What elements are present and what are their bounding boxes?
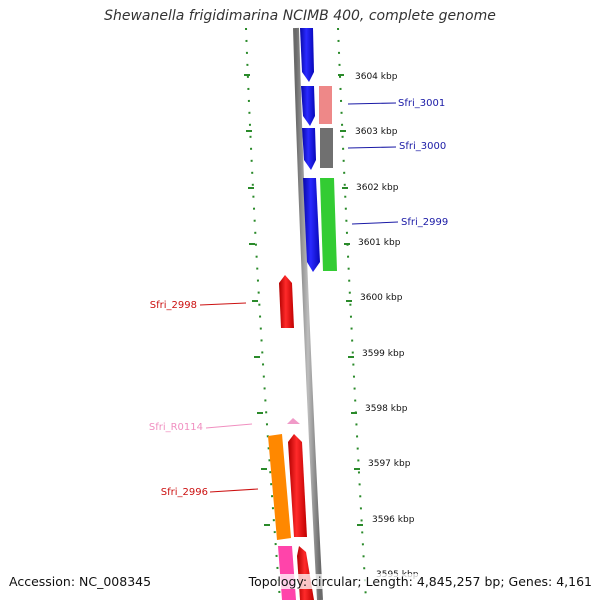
genome-title: Shewanella frigidimarina NCIMB 400, comp… <box>104 8 496 24</box>
gene-labels[interactable]: Sfri_3001 Sfri_3000 Sfri_2999 Sfri_2998 … <box>149 98 448 498</box>
gene-magenta[interactable] <box>278 546 296 600</box>
gene-blue-2[interactable] <box>301 86 315 126</box>
tick-label: 3601 kbp <box>358 238 401 248</box>
label-leader-lines <box>199 102 399 493</box>
gene-label-sfri-3000[interactable]: Sfri_3000 <box>399 141 446 152</box>
tick-label: 3603 kbp <box>355 127 398 137</box>
inner-ruler-ring <box>337 27 367 600</box>
inner-ruler-major-ticks <box>338 74 363 526</box>
reverse-strand-genes[interactable] <box>268 275 314 600</box>
gene-orange[interactable] <box>268 434 291 540</box>
tick-label: 3600 kbp <box>360 293 403 303</box>
gene-blue-3[interactable] <box>302 128 316 170</box>
gene-sfri-3000[interactable] <box>320 128 333 168</box>
tick-label: 3596 kbp <box>372 515 415 525</box>
forward-strand-genes[interactable] <box>300 28 320 272</box>
gene-label-sfri-2996[interactable]: Sfri_2996 <box>161 487 208 498</box>
tick-label: 3599 kbp <box>362 349 405 359</box>
genome-backbone <box>293 27 323 600</box>
gene-red-bottom[interactable] <box>297 546 314 600</box>
gene-sfri-2996[interactable] <box>288 434 307 537</box>
gene-label-sfri-2999[interactable]: Sfri_2999 <box>401 217 448 228</box>
gene-label-sfri-r0114[interactable]: Sfri_R0114 <box>149 422 203 433</box>
gene-blue-4[interactable] <box>303 178 320 272</box>
gene-label-sfri-2998[interactable]: Sfri_2998 <box>150 300 197 311</box>
gene-sfri-3001[interactable] <box>319 86 332 124</box>
tick-label: 3604 kbp <box>355 72 398 82</box>
gene-sfri-2998[interactable] <box>279 275 294 328</box>
inner-genes[interactable] <box>319 86 337 271</box>
gene-sfri-2999[interactable] <box>320 178 337 271</box>
accession-text: Accession: NC_008345 <box>9 574 152 589</box>
tick-label: 3597 kbp <box>368 459 411 469</box>
genome-summary-text: Topology: circular; Length: 4,845,257 bp… <box>248 574 592 589</box>
gene-label-sfri-3001[interactable]: Sfri_3001 <box>398 98 445 109</box>
gene-blue-1[interactable] <box>300 28 314 82</box>
tick-label: 3602 kbp <box>356 183 399 193</box>
tick-label: 3598 kbp <box>365 404 408 414</box>
gene-sfri-r0114[interactable] <box>287 418 300 424</box>
outer-ruler-major-ticks <box>244 74 270 526</box>
